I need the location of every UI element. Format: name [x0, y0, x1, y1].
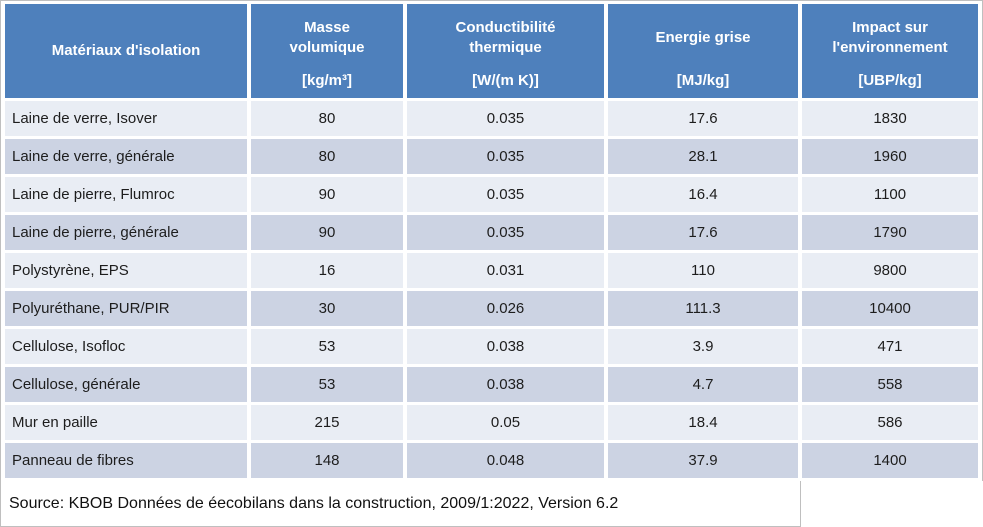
cell-conductivity: 0.026 — [407, 291, 604, 326]
cell-conductivity: 0.035 — [407, 139, 604, 174]
cell-conductivity: 0.035 — [407, 177, 604, 212]
cell-grey-energy: 110 — [608, 253, 798, 288]
table-row: Cellulose, générale 53 0.038 4.7 558 — [5, 367, 978, 402]
table-row: Polyuréthane, PUR/PIR 30 0.026 111.3 104… — [5, 291, 978, 326]
column-title: Matériaux d'isolation — [51, 41, 201, 59]
cell-density: 16 — [251, 253, 403, 288]
table-row: Laine de pierre, Flumroc 90 0.035 16.4 1… — [5, 177, 978, 212]
cell-grey-energy: 28.1 — [608, 139, 798, 174]
cell-material: Cellulose, générale — [5, 367, 247, 402]
column-header-environmental-impact: Impact sur l'environnement [UBP/kg] — [802, 4, 978, 98]
cell-environmental-impact: 1790 — [802, 215, 978, 250]
column-header-conductivity: Conductibilité thermique [W/(m K)] — [407, 4, 604, 98]
cell-density: 90 — [251, 215, 403, 250]
cell-conductivity: 0.035 — [407, 215, 604, 250]
cell-grey-energy: 4.7 — [608, 367, 798, 402]
cell-density: 53 — [251, 329, 403, 364]
cell-material: Panneau de fibres — [5, 443, 247, 478]
table-outer-border: Matériaux d'isolation Masse volumique [k… — [0, 0, 983, 481]
cell-material: Polystyrène, EPS — [5, 253, 247, 288]
cell-environmental-impact: 1960 — [802, 139, 978, 174]
column-title: Energie grise — [655, 28, 751, 46]
column-header-grey-energy: Energie grise [MJ/kg] — [608, 4, 798, 98]
column-title: Conductibilité thermique — [455, 18, 556, 56]
cell-environmental-impact: 558 — [802, 367, 978, 402]
cell-density: 30 — [251, 291, 403, 326]
cell-conductivity: 0.031 — [407, 253, 604, 288]
cell-material: Laine de verre, générale — [5, 139, 247, 174]
cell-grey-energy: 37.9 — [608, 443, 798, 478]
column-unit: [kg/m³] — [302, 72, 352, 89]
cell-material: Laine de verre, Isover — [5, 101, 247, 136]
cell-conductivity: 0.048 — [407, 443, 604, 478]
column-unit: [W/(m K)] — [472, 72, 539, 89]
cell-density: 148 — [251, 443, 403, 478]
cell-conductivity: 0.05 — [407, 405, 604, 440]
table-row: Laine de verre, Isover 80 0.035 17.6 183… — [5, 101, 978, 136]
cell-material: Laine de pierre, générale — [5, 215, 247, 250]
table-row: Cellulose, Isofloc 53 0.038 3.9 471 — [5, 329, 978, 364]
cell-environmental-impact: 471 — [802, 329, 978, 364]
cell-conductivity: 0.035 — [407, 101, 604, 136]
cell-environmental-impact: 1400 — [802, 443, 978, 478]
table-row: Mur en paille 215 0.05 18.4 586 — [5, 405, 978, 440]
table-row: Laine de verre, générale 80 0.035 28.1 1… — [5, 139, 978, 174]
cell-density: 90 — [251, 177, 403, 212]
cell-density: 215 — [251, 405, 403, 440]
cell-density: 80 — [251, 101, 403, 136]
cell-material: Mur en paille — [5, 405, 247, 440]
cell-conductivity: 0.038 — [407, 367, 604, 402]
column-unit: [UBP/kg] — [858, 72, 922, 89]
table-row: Panneau de fibres 148 0.048 37.9 1400 — [5, 443, 978, 478]
cell-material: Laine de pierre, Flumroc — [5, 177, 247, 212]
source-note: Source: KBOB Données de éecobilans dans … — [0, 481, 801, 527]
cell-environmental-impact: 586 — [802, 405, 978, 440]
column-title: Masse volumique — [289, 18, 365, 56]
cell-conductivity: 0.038 — [407, 329, 604, 364]
cell-grey-energy: 17.6 — [608, 215, 798, 250]
cell-environmental-impact: 9800 — [802, 253, 978, 288]
cell-environmental-impact: 10400 — [802, 291, 978, 326]
cell-grey-energy: 17.6 — [608, 101, 798, 136]
cell-density: 80 — [251, 139, 403, 174]
cell-grey-energy: 18.4 — [608, 405, 798, 440]
column-header-density: Masse volumique [kg/m³] — [251, 4, 403, 98]
cell-grey-energy: 3.9 — [608, 329, 798, 364]
column-title: Impact sur l'environnement — [832, 18, 948, 56]
cell-material: Polyuréthane, PUR/PIR — [5, 291, 247, 326]
cell-grey-energy: 16.4 — [608, 177, 798, 212]
column-unit: [MJ/kg] — [676, 72, 730, 89]
insulation-materials-table: Matériaux d'isolation Masse volumique [k… — [1, 1, 982, 481]
header-row: Matériaux d'isolation Masse volumique [k… — [5, 4, 978, 98]
column-header-materials: Matériaux d'isolation — [5, 4, 247, 98]
cell-grey-energy: 111.3 — [608, 291, 798, 326]
table-row: Laine de pierre, générale 90 0.035 17.6 … — [5, 215, 978, 250]
cell-density: 53 — [251, 367, 403, 402]
cell-material: Cellulose, Isofloc — [5, 329, 247, 364]
cell-environmental-impact: 1830 — [802, 101, 978, 136]
table-row: Polystyrène, EPS 16 0.031 110 9800 — [5, 253, 978, 288]
cell-environmental-impact: 1100 — [802, 177, 978, 212]
